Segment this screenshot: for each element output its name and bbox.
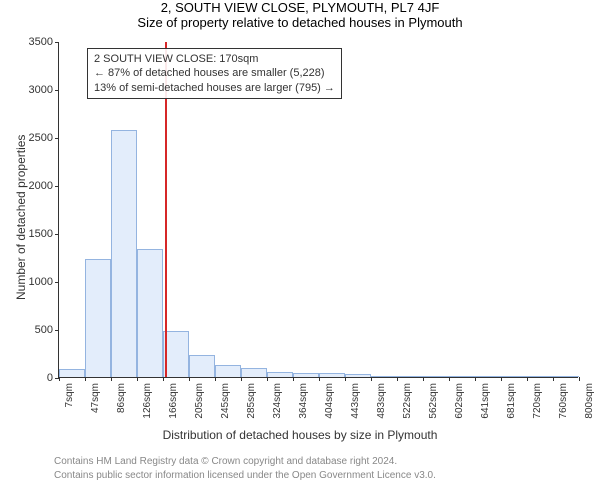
- x-tick-mark: [475, 377, 476, 381]
- histogram-bar: [85, 259, 111, 377]
- x-tick-mark: [267, 377, 268, 381]
- x-tick-label: 364sqm: [296, 383, 309, 419]
- y-tick-mark: [55, 90, 59, 91]
- histogram-bar: [475, 376, 501, 377]
- histogram-bar: [423, 376, 449, 377]
- x-tick-mark: [189, 377, 190, 381]
- x-tick-label: 641sqm: [478, 383, 491, 419]
- x-tick-mark: [163, 377, 164, 381]
- histogram-bar: [501, 376, 527, 377]
- x-tick-label: 205sqm: [192, 383, 205, 419]
- x-tick-mark: [579, 377, 580, 381]
- y-tick-mark: [55, 42, 59, 43]
- histogram-bar: [345, 374, 371, 377]
- plot-area: 05001000150020002500300035007sqm47sqm86s…: [58, 42, 578, 378]
- histogram-bar: [189, 355, 215, 377]
- x-tick-mark: [59, 377, 60, 381]
- x-tick-mark: [345, 377, 346, 381]
- annotation-box: 2 SOUTH VIEW CLOSE: 170sqm← 87% of detac…: [87, 48, 342, 99]
- footer-line-2: Contains public sector information licen…: [54, 470, 436, 481]
- x-tick-label: 166sqm: [166, 383, 179, 419]
- x-tick-mark: [449, 377, 450, 381]
- y-tick-mark: [55, 234, 59, 235]
- histogram-bar: [449, 376, 475, 377]
- histogram-bar: [397, 376, 423, 377]
- histogram-bar: [215, 365, 241, 377]
- annotation-line: 13% of semi-detached houses are larger (…: [94, 81, 335, 95]
- chart-container: 2, SOUTH VIEW CLOSE, PLYMOUTH, PL7 4JF S…: [0, 0, 600, 500]
- x-tick-label: 562sqm: [426, 383, 439, 419]
- y-axis-label: Number of detached properties: [14, 135, 28, 300]
- x-tick-label: 681sqm: [504, 383, 517, 419]
- x-tick-mark: [241, 377, 242, 381]
- annotation-line: 2 SOUTH VIEW CLOSE: 170sqm: [94, 52, 335, 66]
- histogram-bar: [553, 376, 579, 377]
- histogram-bar: [371, 376, 397, 377]
- histogram-bar: [527, 376, 553, 377]
- footer-line-1: Contains HM Land Registry data © Crown c…: [54, 456, 397, 467]
- histogram-bar: [293, 373, 319, 377]
- x-tick-label: 7sqm: [62, 383, 75, 407]
- histogram-bar: [137, 249, 163, 377]
- x-tick-label: 47sqm: [88, 383, 101, 413]
- x-tick-label: 522sqm: [400, 383, 413, 419]
- x-tick-label: 443sqm: [348, 383, 361, 419]
- x-tick-label: 324sqm: [270, 383, 283, 419]
- x-axis-label: Distribution of detached houses by size …: [0, 428, 600, 442]
- histogram-bar: [59, 369, 85, 377]
- y-tick-mark: [55, 282, 59, 283]
- x-tick-label: 126sqm: [140, 383, 153, 419]
- x-tick-mark: [215, 377, 216, 381]
- annotation-line: ← 87% of detached houses are smaller (5,…: [94, 66, 335, 80]
- x-tick-label: 602sqm: [452, 383, 465, 419]
- x-tick-label: 760sqm: [556, 383, 569, 419]
- histogram-bar: [163, 331, 189, 377]
- x-tick-mark: [397, 377, 398, 381]
- x-tick-mark: [423, 377, 424, 381]
- x-tick-mark: [319, 377, 320, 381]
- y-tick-mark: [55, 330, 59, 331]
- x-tick-mark: [527, 377, 528, 381]
- histogram-bar: [241, 368, 267, 377]
- histogram-bar: [319, 373, 345, 377]
- x-tick-label: 86sqm: [114, 383, 127, 413]
- x-tick-mark: [371, 377, 372, 381]
- x-tick-mark: [501, 377, 502, 381]
- title-main: 2, SOUTH VIEW CLOSE, PLYMOUTH, PL7 4JF: [0, 0, 600, 15]
- y-tick-mark: [55, 138, 59, 139]
- x-tick-label: 800sqm: [582, 383, 595, 419]
- x-tick-mark: [137, 377, 138, 381]
- x-tick-mark: [111, 377, 112, 381]
- title-sub: Size of property relative to detached ho…: [0, 15, 600, 30]
- x-tick-label: 404sqm: [322, 383, 335, 419]
- x-tick-label: 245sqm: [218, 383, 231, 419]
- x-tick-mark: [85, 377, 86, 381]
- x-tick-label: 285sqm: [244, 383, 257, 419]
- x-tick-label: 720sqm: [530, 383, 543, 419]
- histogram-bar: [111, 130, 137, 377]
- x-tick-label: 483sqm: [374, 383, 387, 419]
- x-tick-mark: [553, 377, 554, 381]
- y-tick-mark: [55, 186, 59, 187]
- x-tick-mark: [293, 377, 294, 381]
- histogram-bar: [267, 372, 293, 377]
